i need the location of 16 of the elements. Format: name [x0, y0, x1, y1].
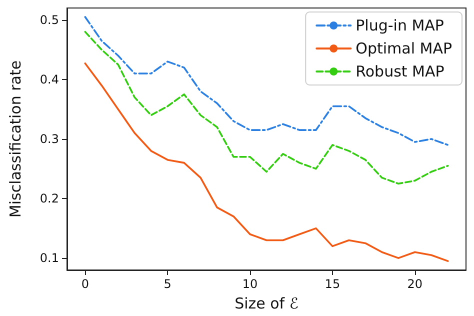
legend-label: Plug-in MAP [356, 16, 444, 34]
legend-label: Optimal MAP [356, 40, 452, 58]
y-tick-label: 0.4 [40, 72, 59, 86]
x-tick-label: 0 [81, 277, 89, 291]
x-tick-label: 10 [242, 277, 258, 291]
x-tick-label: 15 [324, 277, 340, 291]
y-axis-title: Misclassification rate [6, 60, 24, 218]
y-tick-label: 0.1 [40, 251, 59, 266]
y-tick-label: 0.2 [40, 192, 59, 206]
x-tick-label: 5 [164, 277, 172, 291]
y-tick-label: 0.5 [40, 12, 59, 27]
y-tick-label: 0.3 [40, 132, 59, 146]
x-tick-label: 20 [407, 277, 423, 291]
legend-label: Robust MAP [356, 62, 444, 80]
line-series [84, 62, 449, 262]
x-axis-title: Size of ℰ [234, 294, 298, 312]
